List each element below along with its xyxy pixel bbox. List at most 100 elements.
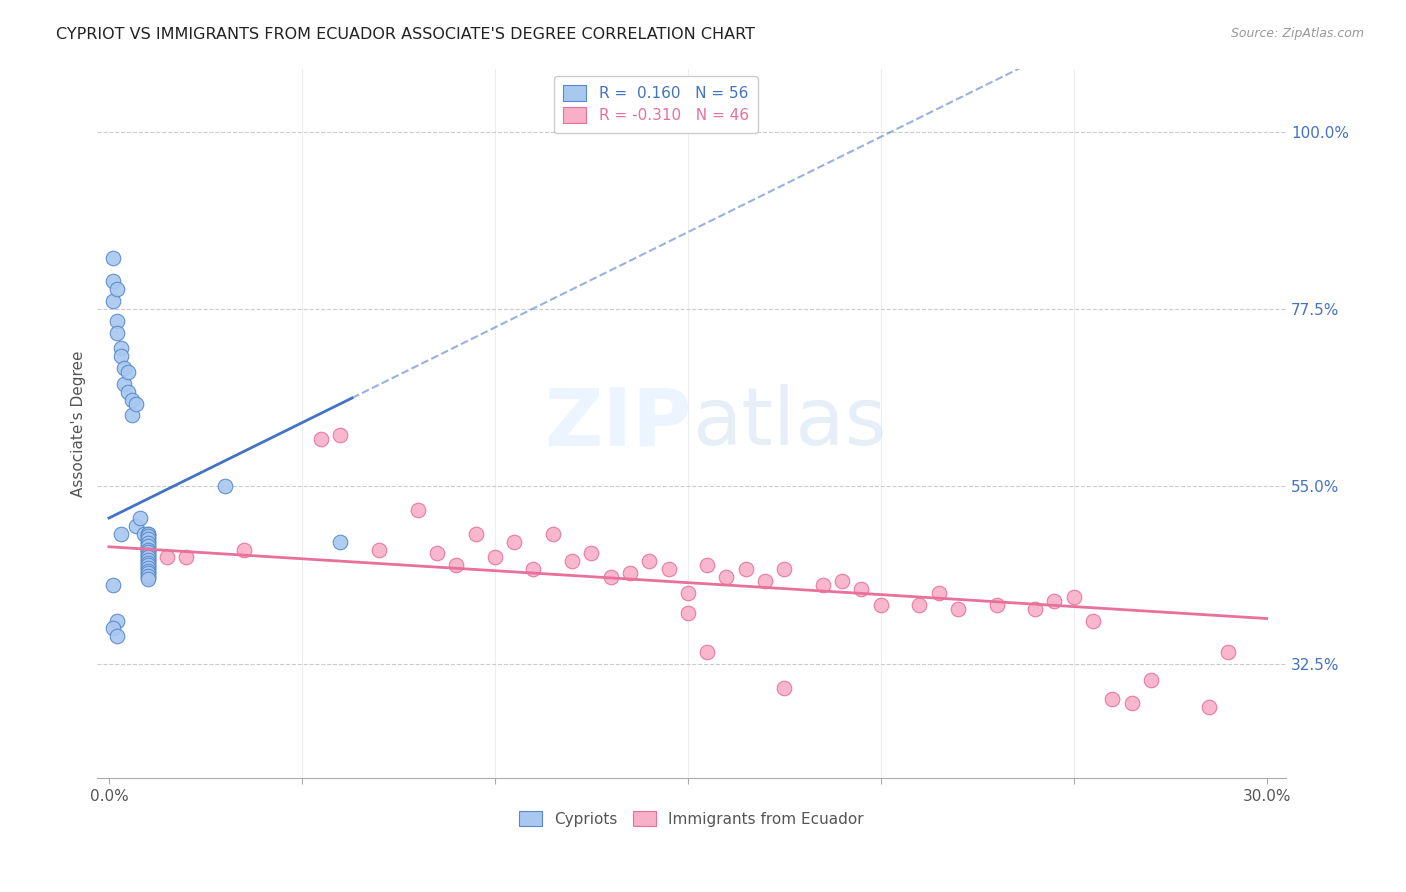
Point: [117, 365, 139, 379]
Text: ZIP: ZIP: [544, 384, 692, 462]
Point: [136, 552, 159, 566]
Point: [1198, 700, 1220, 714]
Point: [136, 558, 159, 573]
Point: [329, 428, 352, 442]
Point: [754, 574, 776, 588]
Point: [851, 582, 873, 596]
Point: [136, 534, 159, 549]
Point: [101, 275, 124, 289]
Point: [136, 536, 159, 550]
Point: [716, 570, 738, 584]
Point: [136, 568, 159, 582]
Point: [541, 526, 564, 541]
Point: [464, 526, 486, 541]
Point: [136, 562, 159, 576]
Point: [136, 542, 159, 557]
Point: [121, 392, 143, 407]
Point: [136, 557, 159, 571]
Point: [946, 601, 969, 615]
Point: [136, 560, 159, 574]
Point: [773, 562, 796, 576]
Point: [136, 526, 159, 541]
Point: [773, 681, 796, 695]
Point: [105, 314, 128, 328]
Point: [599, 570, 621, 584]
Point: [309, 432, 332, 446]
Point: [1101, 692, 1123, 706]
Point: [136, 572, 159, 586]
Point: [696, 558, 718, 573]
Point: [136, 545, 159, 559]
Point: [136, 553, 159, 567]
Point: [1024, 601, 1046, 615]
Point: [561, 554, 583, 568]
Text: atlas: atlas: [692, 384, 886, 462]
Point: [503, 534, 526, 549]
Point: [928, 586, 950, 600]
Point: [125, 519, 148, 533]
Point: [811, 578, 834, 592]
Point: [869, 598, 891, 612]
Point: [136, 564, 159, 578]
Point: [136, 566, 159, 581]
Point: [112, 361, 135, 376]
Point: [136, 526, 159, 541]
Point: [105, 614, 128, 628]
Point: [112, 376, 135, 391]
Point: [734, 562, 756, 576]
Point: [1140, 673, 1163, 687]
Point: [1081, 614, 1104, 628]
Legend: Cypriots, Immigrants from Ecuador: Cypriots, Immigrants from Ecuador: [512, 803, 872, 834]
Point: [1121, 696, 1143, 710]
Point: [484, 550, 506, 565]
Point: [406, 503, 429, 517]
Point: [110, 342, 132, 356]
Point: [174, 550, 197, 565]
Point: [581, 546, 603, 560]
Point: [125, 397, 148, 411]
Point: [110, 349, 132, 363]
Point: [619, 566, 641, 581]
Point: [426, 546, 449, 560]
Point: [136, 556, 159, 570]
Point: [136, 550, 159, 565]
Point: [128, 511, 150, 525]
Point: [1063, 590, 1085, 604]
Point: [136, 566, 159, 581]
Point: [986, 598, 1008, 612]
Point: [329, 534, 352, 549]
Point: [105, 629, 128, 643]
Point: [446, 558, 468, 573]
Point: [101, 621, 124, 635]
Y-axis label: Associate's Degree: Associate's Degree: [72, 351, 86, 497]
Point: [136, 570, 159, 584]
Point: [121, 409, 143, 423]
Point: [908, 598, 931, 612]
Point: [233, 542, 256, 557]
Point: [696, 645, 718, 659]
Point: [831, 574, 853, 588]
Point: [101, 578, 124, 592]
Point: [101, 294, 124, 309]
Point: [638, 554, 661, 568]
Point: [1216, 645, 1239, 659]
Point: [214, 479, 236, 493]
Point: [136, 554, 159, 568]
Point: [136, 546, 159, 560]
Point: [136, 549, 159, 563]
Point: [1043, 594, 1066, 608]
Point: [136, 531, 159, 545]
Point: [105, 282, 128, 296]
Point: [117, 384, 139, 399]
Point: [101, 251, 124, 265]
Point: [136, 548, 159, 562]
Point: [136, 539, 159, 553]
Point: [657, 562, 679, 576]
Point: [136, 542, 159, 557]
Point: [132, 526, 155, 541]
Point: [676, 606, 699, 620]
Point: [522, 562, 544, 576]
Text: Source: ZipAtlas.com: Source: ZipAtlas.com: [1230, 27, 1364, 40]
Point: [136, 560, 159, 574]
Point: [156, 550, 179, 565]
